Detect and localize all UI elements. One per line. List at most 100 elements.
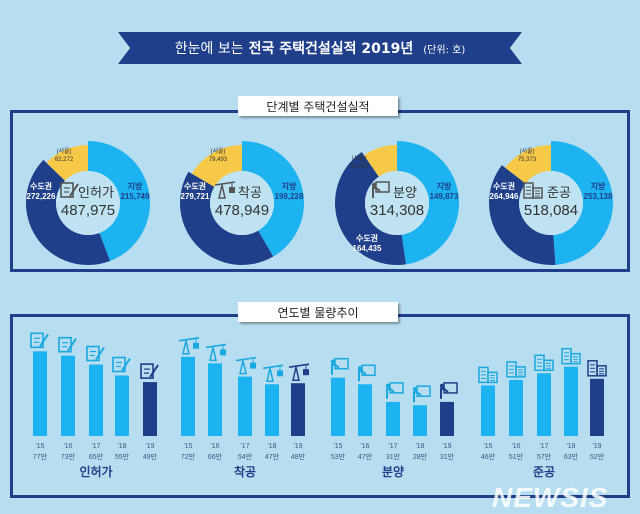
bar [143, 382, 157, 436]
crane-icon [214, 181, 236, 199]
bar [61, 355, 75, 436]
year-label: '16 [210, 443, 219, 450]
bar [358, 384, 372, 436]
group-label: 착공 [234, 464, 256, 479]
slice-regional [88, 141, 150, 261]
presentation-icon [330, 357, 349, 375]
document-pen-icon [30, 332, 49, 349]
seoul-label: (서울) [351, 154, 366, 162]
title-banner: 한눈에 보는 전국 주택건설실적 2019년 (단위: 호) [118, 32, 522, 64]
buildings-icon [523, 182, 543, 199]
newsis-watermark: NEWSIS [492, 482, 609, 513]
seoul-label: (서울) [56, 147, 71, 155]
presentation-icon [371, 181, 390, 198]
value-label: 72만 [181, 452, 196, 461]
regional-value: 199,228 [275, 192, 304, 201]
value-label: 49만 [143, 452, 158, 461]
bar [238, 376, 252, 436]
donut-title: 준공 [547, 185, 571, 200]
bar [440, 401, 454, 436]
value-label: 55만 [115, 452, 130, 461]
value-label: 53만 [331, 452, 346, 461]
slice-seoul [191, 145, 242, 187]
value-label: 31만 [386, 452, 401, 461]
buildings-icon [478, 366, 498, 384]
regional-value: 253,138 [584, 192, 613, 201]
buildings-icon [561, 347, 581, 365]
group-label: 분양 [382, 464, 404, 479]
year-label: '18 [267, 443, 276, 450]
year-label: '19 [442, 443, 451, 450]
slice-seoul [505, 145, 551, 184]
bar [564, 366, 578, 436]
buildings-icon [506, 361, 526, 378]
capital-label: 수도권 [493, 181, 515, 191]
year-label: '17 [240, 443, 249, 450]
capital-value: 279,721 [181, 192, 210, 201]
regional-value: 215,749 [121, 192, 150, 201]
donut-title: 분양 [393, 185, 417, 200]
capital-value: 264,946 [490, 192, 519, 201]
crane-icon [205, 343, 227, 362]
presentation-icon [412, 385, 431, 403]
value-label: 66만 [208, 452, 223, 461]
value-label: 73만 [61, 452, 76, 461]
crane-icon [262, 364, 284, 383]
slice-capital [335, 151, 406, 265]
slice-capital [180, 171, 274, 265]
bar [181, 356, 195, 436]
year-label: '18 [117, 443, 126, 450]
bar [537, 373, 551, 436]
value-label: 47만 [265, 452, 280, 461]
bar [265, 384, 279, 436]
donut-total: 487,975 [61, 202, 115, 219]
year-label: '17 [388, 443, 397, 450]
capital-value: 272,226 [27, 192, 56, 201]
value-label: 48만 [291, 452, 306, 461]
slice-regional [242, 141, 304, 257]
crane-icon [178, 337, 200, 355]
capital-label: 수도권 [30, 181, 52, 191]
bar [291, 383, 305, 436]
presentation-icon [439, 382, 458, 399]
presentation-icon [357, 364, 376, 382]
donut-center [519, 171, 583, 235]
bar [413, 405, 427, 436]
stage-panel-label: 단계별 주택건설실적 [238, 96, 398, 116]
year-label: '17 [539, 443, 548, 450]
unit-label: (단위: 호) [423, 44, 466, 56]
year-label: '16 [63, 443, 72, 450]
seoul-value: 62,272 [55, 157, 74, 163]
year-label: '19 [592, 443, 601, 450]
document-pen-icon [86, 345, 105, 362]
regional-label: 지방 [437, 181, 452, 191]
group-label: 인허가 [79, 464, 112, 479]
year-label: '15 [333, 443, 342, 450]
crane-icon [288, 363, 310, 381]
buildings-icon [587, 360, 607, 377]
value-label: 57만 [537, 452, 552, 461]
capital-label: 수도권 [184, 181, 206, 191]
year-label: '19 [293, 443, 302, 450]
bar [386, 401, 400, 436]
group-label: 준공 [533, 465, 555, 479]
value-label: 77만 [33, 452, 48, 461]
slice-regional [551, 141, 613, 265]
document-pen-icon [58, 336, 77, 353]
value-label: 63만 [564, 452, 579, 461]
bar [590, 378, 604, 436]
seoul-value: 30,250 [350, 164, 369, 170]
presentation-icon [385, 382, 404, 399]
title-prefix: 한눈에 보는 [174, 41, 244, 57]
bar [115, 375, 129, 436]
capital-value: 164,435 [353, 244, 382, 253]
value-label: 31만 [440, 452, 455, 461]
year-label: '16 [511, 443, 520, 450]
bar [208, 363, 222, 436]
seoul-label: (서울) [519, 147, 534, 155]
donut-center [56, 171, 120, 235]
value-label: 46만 [481, 452, 496, 461]
document-pen-icon [140, 363, 159, 379]
